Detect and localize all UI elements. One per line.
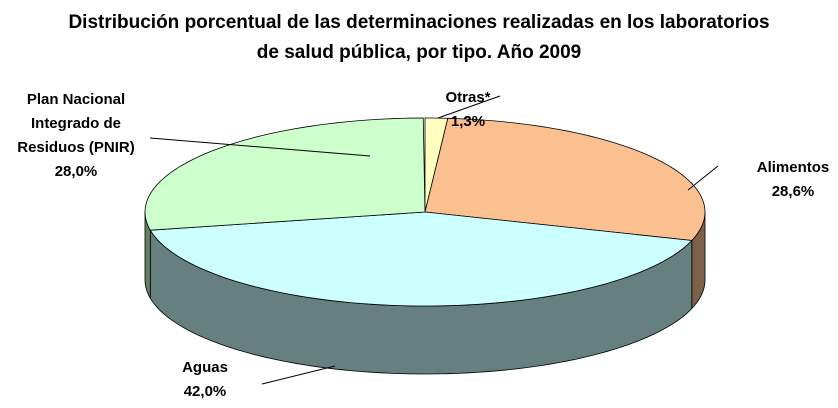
leader-line [149, 137, 371, 157]
pie-slice [144, 117, 426, 231]
slice-value-label: 1,3% [450, 113, 486, 130]
slice-value-label: 28,0% [54, 163, 98, 180]
leader-line [437, 95, 501, 119]
slice-label: Alimentos [756, 159, 830, 176]
slice-value-label: 42,0% [183, 383, 227, 400]
pie-slice [424, 117, 706, 241]
pie-slice [149, 211, 693, 307]
slice-label: Plan Nacional Integrado de Residuos (PNI… [17, 91, 135, 156]
leader-line [687, 165, 719, 191]
slice-value-label: 28,6% [771, 183, 815, 200]
chart-title: Distribución porcentual de las determina… [68, 12, 770, 63]
leader-line [261, 365, 336, 385]
slice-label: Aguas [182, 359, 228, 376]
slice-label: Otras* [445, 89, 491, 106]
